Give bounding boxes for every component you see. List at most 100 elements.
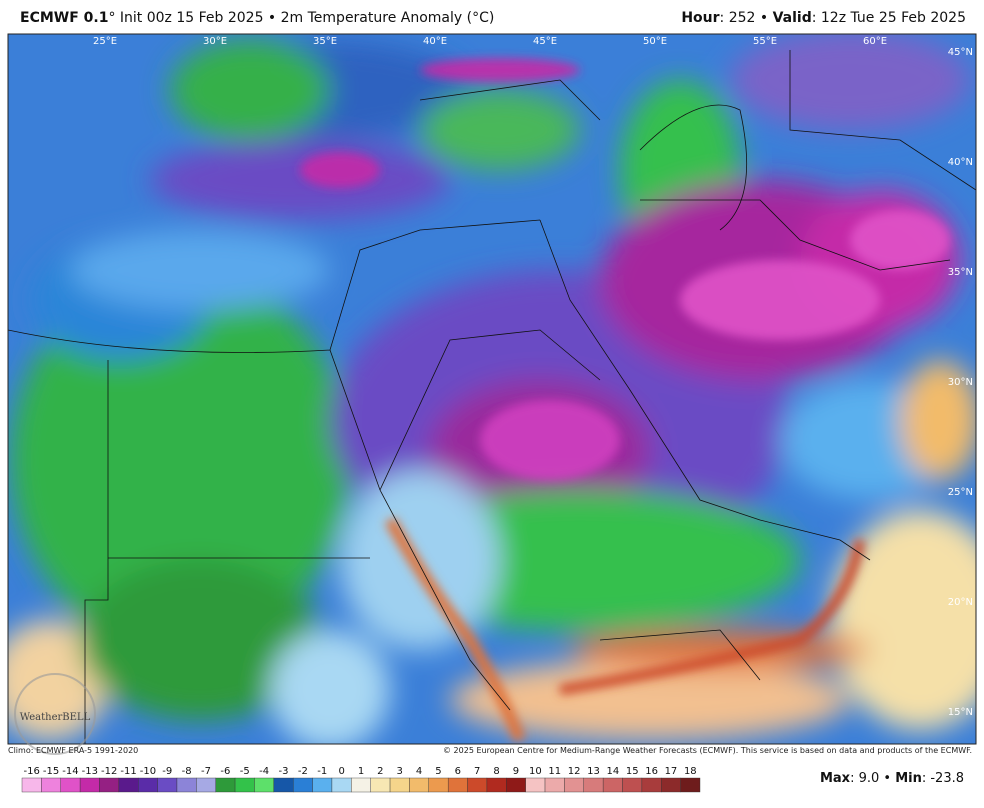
- colorbar-box: [622, 777, 643, 793]
- colorbar-box: [602, 777, 623, 793]
- colorbar-box: [215, 777, 236, 793]
- header-segment: Min: [895, 771, 922, 786]
- colorbar-box: [176, 777, 197, 793]
- colorbar-label: 15: [626, 766, 639, 777]
- colorbar-box: [544, 777, 565, 793]
- colorbar-label: 7: [474, 766, 480, 777]
- colorbar-box: [157, 777, 178, 793]
- colorbar-label: -10: [140, 766, 156, 777]
- copyright: © 2025 European Centre for Medium-Range …: [443, 746, 972, 755]
- header-segment: : -23.8: [921, 771, 964, 786]
- colorbar-box: [428, 777, 449, 793]
- lon-label: 40°E: [423, 36, 447, 47]
- header-segment: ECMWF 0.1: [20, 10, 109, 26]
- colorbar-box: [60, 777, 81, 793]
- header-right: Hour: 252 • Valid: 12z Tue 25 Feb 2025: [681, 10, 966, 26]
- colorbar-box: [138, 777, 158, 793]
- colorbar-label: 5: [435, 766, 441, 777]
- header-segment: Max: [819, 771, 851, 786]
- colorbar-label: -1: [317, 766, 327, 777]
- colorbar-box: [525, 777, 546, 793]
- header-segment: Hour: [681, 10, 720, 26]
- colorbar-box: [641, 777, 662, 793]
- colorbar-box: [467, 777, 488, 793]
- colorbar-box: [506, 777, 526, 793]
- colorbar-box: [331, 777, 352, 793]
- colorbar-label: -14: [62, 766, 78, 777]
- borders: [8, 50, 976, 744]
- lat-label: 25°N: [948, 487, 973, 498]
- lat-label: 15°N: [948, 707, 973, 718]
- colorbar-box: [312, 777, 333, 793]
- colorbar-label: -5: [240, 766, 250, 777]
- lat-label: 35°N: [948, 267, 973, 278]
- lon-label: 45°E: [533, 36, 557, 47]
- colorbar-box: [351, 777, 371, 793]
- colorbar-label: -3: [279, 766, 289, 777]
- colorbar-label: -8: [182, 766, 192, 777]
- lon-label: 50°E: [643, 36, 667, 47]
- colorbar-box: [196, 777, 216, 793]
- colorbar-box: [564, 777, 584, 793]
- colorbar-box: [234, 777, 255, 793]
- colorbar-label: -4: [259, 766, 269, 777]
- colorbar-label: -16: [24, 766, 40, 777]
- colorbar-label: 14: [606, 766, 619, 777]
- colorbar-label: 10: [529, 766, 542, 777]
- lon-label: 25°E: [93, 36, 117, 47]
- header-left: ECMWF 0.1° Init 00z 15 Feb 2025 • 2m Tem…: [20, 10, 494, 26]
- lon-label: 60°E: [863, 36, 887, 47]
- colorbar-label: -9: [162, 766, 172, 777]
- colorbar-label: 1: [358, 766, 364, 777]
- colorbar-label: 16: [645, 766, 658, 777]
- logo: WeatherBELL: [14, 673, 96, 755]
- header-segment: Valid: [772, 10, 812, 26]
- colorbar-label: 3: [397, 766, 403, 777]
- colorbar-box: [486, 777, 507, 793]
- colorbar-box: [409, 777, 429, 793]
- colorbar-box: [254, 777, 275, 793]
- lon-label: 55°E: [753, 36, 777, 47]
- lon-label: 30°E: [203, 36, 227, 47]
- anomaly-field: [8, 34, 976, 744]
- lat-label: 45°N: [948, 47, 973, 58]
- colorbar-box: [370, 777, 391, 793]
- colorbar-box: [99, 777, 120, 793]
- colorbar-label: 2: [377, 766, 383, 777]
- colorbar-label: 18: [684, 766, 697, 777]
- colorbar-box: [661, 777, 681, 793]
- colorbar-box: [447, 777, 468, 793]
- colorbar-box: [21, 777, 42, 793]
- colorbar-box: [79, 777, 100, 793]
- colorbar-label: 11: [548, 766, 561, 777]
- lat-label: 40°N: [948, 157, 973, 168]
- colorbar-box: [41, 777, 61, 793]
- colorbar-label: 12: [568, 766, 581, 777]
- colorbar-label: -2: [298, 766, 308, 777]
- colorbar-label: -6: [220, 766, 230, 777]
- colorbar-label: 4: [416, 766, 422, 777]
- logo-text: WeatherBELL: [20, 712, 91, 723]
- colorbar-box: [583, 777, 604, 793]
- header-segment: : 9.0 •: [850, 771, 896, 786]
- colorbar-label: 0: [338, 766, 344, 777]
- colorbar-label: -12: [101, 766, 117, 777]
- colorbar-label: -11: [120, 766, 136, 777]
- header-segment: ° Init 00z 15 Feb 2025 • 2m Temperature …: [108, 10, 495, 26]
- colorbar-label: 9: [513, 766, 519, 777]
- colorbar-box: [273, 777, 294, 793]
- colorbar-box: [293, 777, 313, 793]
- colorbar-box: [389, 777, 410, 793]
- colorbar-box: [118, 777, 139, 793]
- colorbar-label: -7: [201, 766, 211, 777]
- colorbar-label: 17: [665, 766, 678, 777]
- colorbar-box: [680, 777, 701, 793]
- max-min: Max: 9.0 • Min: -23.8: [820, 771, 964, 786]
- lon-label: 35°E: [313, 36, 337, 47]
- colorbar-label: 8: [493, 766, 499, 777]
- colorbar-label: 13: [587, 766, 600, 777]
- lat-label: 30°N: [948, 377, 973, 388]
- colorbar-label: 6: [455, 766, 461, 777]
